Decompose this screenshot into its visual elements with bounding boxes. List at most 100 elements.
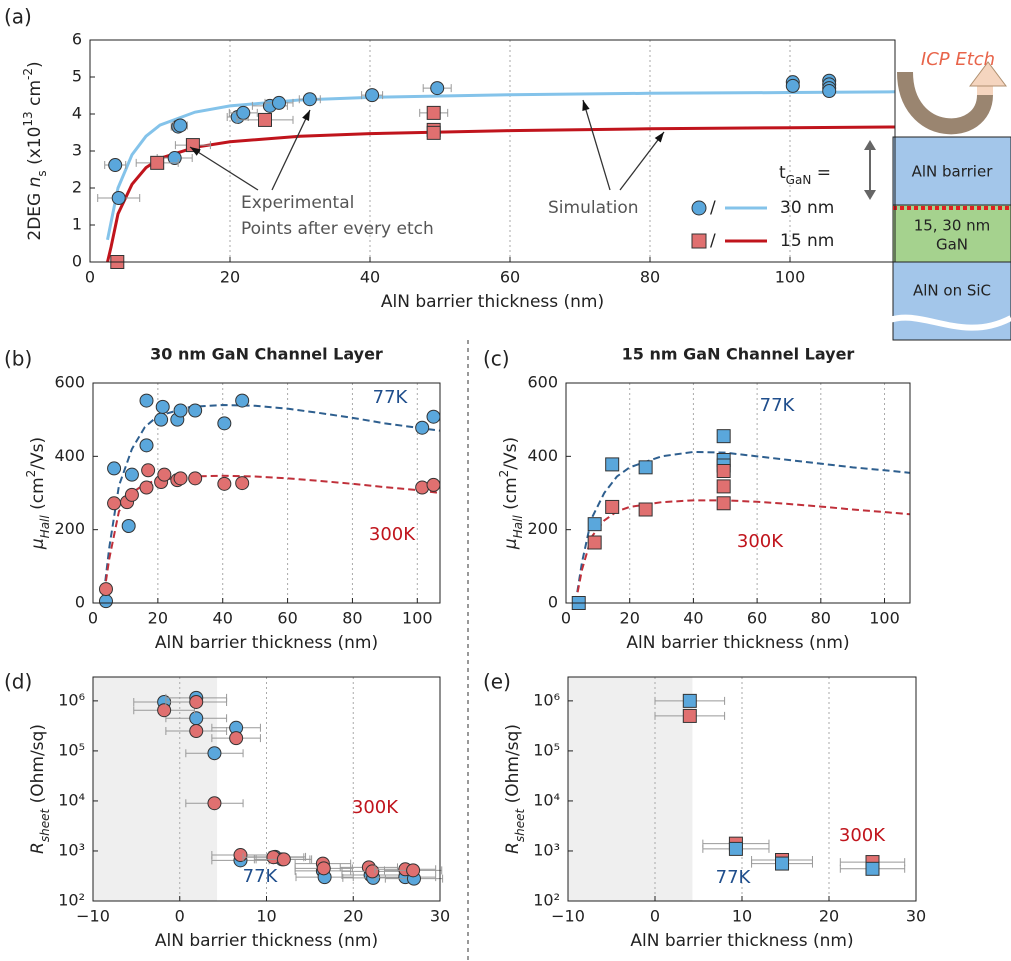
marker: [716, 496, 731, 511]
series-label: 77K: [716, 867, 752, 888]
y-axis-label: 2DEG ns (x1013 cm-2): [21, 61, 49, 240]
series-label: 300K: [352, 797, 399, 818]
marker: [587, 517, 602, 532]
substrate-break: [883, 314, 1011, 331]
x-tick-label: 20: [819, 907, 839, 926]
fit-line: [101, 403, 441, 604]
y-tick-label: 10⁶: [533, 690, 560, 709]
y-axis-label-part: μ: [501, 538, 521, 550]
marker: [108, 158, 123, 173]
marker: [207, 796, 222, 811]
marker: [605, 457, 620, 472]
marker: [233, 848, 248, 863]
layer-label: AlN on SiC: [913, 282, 991, 300]
marker: [189, 723, 204, 738]
x-tick-label: 0: [85, 268, 95, 287]
y-tick-label: 2: [72, 178, 82, 197]
marker: [235, 393, 250, 408]
marker: [605, 499, 620, 514]
chart-title: 15 nm GaN Channel Layer: [622, 345, 855, 364]
y-axis-label-part: 13: [21, 111, 35, 126]
fit-line: [574, 450, 911, 604]
y-axis-label-part: R: [503, 842, 523, 854]
marker: [682, 693, 697, 708]
marker: [141, 463, 156, 478]
y-axis-label-part: /Vs): [501, 437, 521, 470]
marker: [139, 438, 154, 453]
marker: [272, 95, 286, 110]
marker: [154, 412, 169, 427]
marker: [258, 112, 272, 127]
marker: [415, 480, 430, 495]
x-axis-label: AlN barrier thickness (nm): [630, 931, 853, 951]
marker: [217, 416, 232, 431]
marker: [316, 861, 331, 876]
legend-title-part: =: [811, 163, 831, 183]
y-axis-label: μHall (cm2/Vs): [497, 437, 525, 550]
marker: [157, 703, 172, 718]
marker: [173, 403, 188, 418]
marker: [107, 496, 122, 511]
x-tick-label: 60: [747, 609, 767, 628]
marker: [716, 479, 731, 494]
panel-label: (a): [4, 5, 32, 29]
x-tick-label: 30: [906, 907, 926, 926]
x-tick-label: 20: [220, 268, 240, 287]
annotation: Simulation: [548, 198, 639, 218]
plot-frame: [89, 39, 896, 263]
y-axis-label-part: -2: [21, 68, 35, 80]
marker: [426, 125, 441, 140]
fit-line: [574, 499, 911, 604]
y-axis-label: Rsheet (Ohm/sq): [28, 724, 52, 854]
y-axis-label-part: 2: [24, 470, 38, 478]
y-tick-label: 200: [54, 519, 85, 538]
x-tick-label: 40: [683, 609, 703, 628]
marker: [426, 409, 441, 424]
y-tick-label: 10²: [58, 891, 85, 910]
plot-frame: [567, 676, 917, 902]
x-tick-label: 20: [148, 609, 168, 628]
x-axis-label-part: AlN barrier thickness (nm): [155, 633, 378, 653]
x-axis-label: AlN barrier thickness (nm): [626, 633, 849, 653]
y-axis-label-part: (x10: [25, 127, 45, 171]
marker: [822, 84, 837, 99]
fit-line: [106, 125, 896, 263]
y-axis-label-part: ): [25, 61, 45, 68]
marker: [302, 92, 317, 107]
x-tick-label: 80: [811, 609, 831, 628]
x-tick-label: 0: [88, 609, 98, 628]
marker: [207, 746, 222, 761]
etch-label: ICP Etch: [921, 49, 995, 70]
annotation-arrow: [271, 109, 311, 191]
y-tick-label: 3: [72, 141, 82, 160]
y-axis-label-part: /Vs): [28, 437, 48, 470]
series-label: 77K: [373, 387, 409, 408]
series-label: 77K: [760, 395, 796, 416]
marker: [775, 856, 790, 871]
y-axis-label-part: Hall: [511, 515, 525, 539]
series-label: 300K: [369, 524, 416, 545]
layer-label: 15, 30 nm: [914, 217, 991, 235]
y-tick-label: 1: [72, 215, 82, 234]
marker: [365, 864, 380, 879]
x-tick-label: 100: [775, 268, 806, 287]
marker: [716, 464, 731, 478]
barrier-layer: [892, 136, 1011, 206]
legend-marker: [691, 233, 707, 249]
x-tick-label: 0: [175, 907, 185, 926]
y-tick-label: 5: [72, 67, 82, 86]
y-axis-label-part: s: [35, 170, 49, 176]
arrow-head: [190, 147, 201, 156]
legend-label: 30 nm: [780, 198, 834, 218]
legend-title-part: t: [779, 163, 786, 183]
marker: [217, 476, 232, 491]
marker: [188, 471, 203, 486]
plot-frame: [92, 382, 441, 604]
legend-title: tGaN =: [779, 163, 831, 187]
y-axis-label-part: Hall: [38, 515, 52, 539]
y-axis-label-part: (cm: [501, 477, 521, 515]
y-tick-label: 200: [527, 519, 558, 538]
marker: [235, 476, 250, 491]
legend-separator: /: [710, 198, 716, 218]
marker: [150, 155, 165, 170]
